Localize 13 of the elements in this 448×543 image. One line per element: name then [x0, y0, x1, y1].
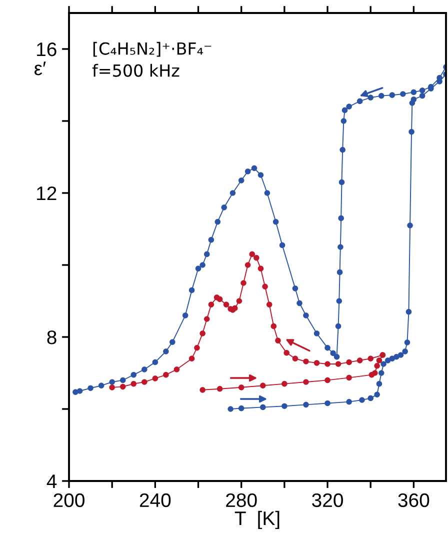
x-tick-label: 360: [398, 493, 430, 508]
x-tick-label: 320: [312, 493, 343, 508]
x-tick-label: 240: [140, 493, 171, 508]
y-tick-label: 16: [37, 42, 56, 56]
y-axis-title: ε′: [34, 62, 46, 76]
annotation: [C₄H₅N₂]⁺·BF₄⁻: [93, 42, 212, 57]
y-tick-label: 12: [37, 186, 56, 200]
y-tick-label: 4: [46, 474, 57, 488]
y-tick-label: 8: [47, 330, 56, 344]
x-tick-label: 280: [226, 493, 257, 508]
x-tick-label: 200: [54, 493, 84, 508]
annotation: f=500 kHz: [92, 64, 180, 77]
x-axis-title: T [K]: [234, 510, 280, 530]
